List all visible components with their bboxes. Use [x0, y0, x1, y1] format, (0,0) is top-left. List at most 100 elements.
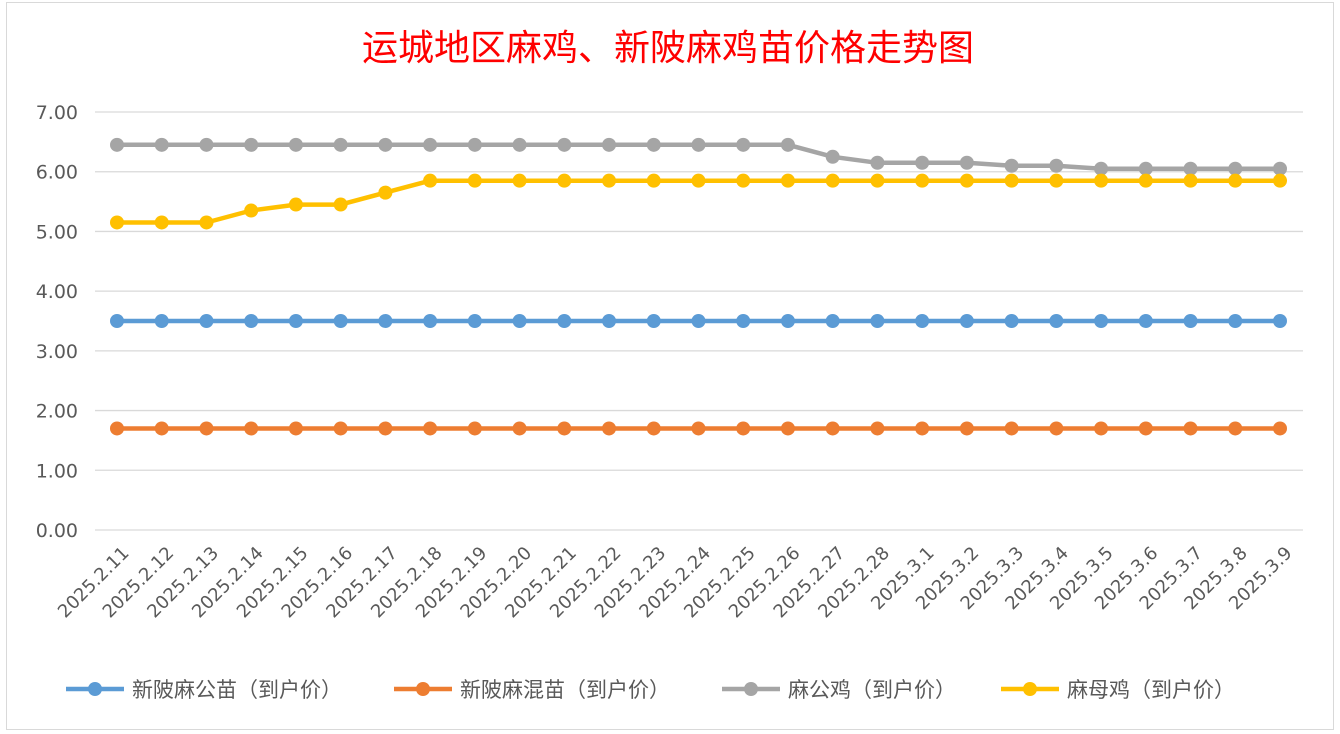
- y-tick-label: 2.00: [36, 401, 78, 423]
- data-point: [1004, 314, 1019, 328]
- data-point: [557, 173, 572, 188]
- data-point: [646, 137, 661, 152]
- data-point: [959, 314, 974, 328]
- data-point: [244, 421, 259, 436]
- data-point: [199, 421, 214, 436]
- data-point: [1228, 421, 1243, 436]
- y-axis-ticks: 0.00 1.00 2.00 3.00 4.00 5.00 6.00 7.00: [36, 102, 78, 542]
- data-point: [199, 314, 214, 328]
- data-point: [154, 314, 169, 328]
- y-tick-label: 6.00: [36, 162, 78, 184]
- data-point: [557, 314, 572, 328]
- legend-item: 新陂麻公苗（到户价）: [66, 678, 342, 702]
- data-point: [780, 173, 795, 188]
- data-point: [1183, 314, 1198, 328]
- data-point: [512, 173, 527, 188]
- data-point: [736, 421, 751, 436]
- data-point: [154, 215, 169, 230]
- data-point: [557, 421, 572, 436]
- data-point: [915, 155, 930, 170]
- data-point: [1004, 158, 1019, 173]
- y-tick-label: 5.00: [36, 221, 78, 243]
- data-point: [288, 421, 303, 436]
- data-point: [288, 314, 303, 328]
- data-point: [1049, 173, 1064, 188]
- data-point: [780, 137, 795, 152]
- data-point: [870, 314, 885, 328]
- data-point: [1138, 421, 1153, 436]
- data-point: [1183, 421, 1198, 436]
- data-point: [1273, 173, 1287, 188]
- legend-swatch-marker: [1023, 682, 1037, 696]
- y-tick-label: 4.00: [36, 281, 78, 303]
- data-point: [646, 314, 661, 328]
- data-point: [825, 173, 840, 188]
- series-4: [110, 173, 1287, 230]
- data-point: [691, 421, 706, 436]
- data-point: [780, 421, 795, 436]
- data-point: [423, 173, 438, 188]
- data-point: [1094, 161, 1109, 176]
- data-point: [288, 197, 303, 212]
- data-point: [959, 155, 974, 170]
- chart-area: [6, 2, 1334, 730]
- data-point: [602, 137, 617, 152]
- legend-label: 麻母鸡（到户价）: [1067, 678, 1235, 702]
- legend-label: 新陂麻混苗（到户价）: [460, 678, 670, 702]
- data-point: [1183, 173, 1198, 188]
- data-point: [1138, 173, 1153, 188]
- data-point: [691, 173, 706, 188]
- y-tick-label: 0.00: [36, 520, 78, 542]
- legend: 新陂麻公苗（到户价） 新陂麻混苗（到户价） 麻公鸡（到户价） 麻母鸡（到户价）: [66, 678, 1235, 702]
- data-point: [1094, 314, 1109, 328]
- data-point: [825, 149, 840, 164]
- data-point: [691, 137, 706, 152]
- data-point: [467, 314, 482, 328]
- data-point: [1228, 173, 1243, 188]
- data-point: [736, 314, 751, 328]
- data-point: [1138, 314, 1153, 328]
- data-point: [1094, 173, 1109, 188]
- data-point: [825, 421, 840, 436]
- data-point: [1004, 421, 1019, 436]
- data-point: [244, 203, 259, 218]
- data-point: [154, 421, 169, 436]
- legend-item: 新陂麻混苗（到户价）: [394, 678, 670, 702]
- data-point: [691, 314, 706, 328]
- data-point: [244, 137, 259, 152]
- data-point: [467, 421, 482, 436]
- data-point: [110, 314, 124, 328]
- data-point: [512, 314, 527, 328]
- data-point: [110, 137, 124, 152]
- data-point: [378, 314, 393, 328]
- data-point: [915, 314, 930, 328]
- data-point: [467, 137, 482, 152]
- data-point: [199, 137, 214, 152]
- legend-swatch-marker: [744, 682, 758, 696]
- chart-title: 运城地区麻鸡、新陂麻鸡苗价格走势图: [362, 28, 974, 69]
- data-point: [780, 314, 795, 328]
- data-point: [1004, 173, 1019, 188]
- data-point: [1273, 161, 1287, 176]
- data-point: [288, 137, 303, 152]
- legend-swatch-marker: [416, 682, 430, 696]
- y-tick-label: 1.00: [36, 460, 78, 482]
- data-point: [1228, 161, 1243, 176]
- data-point: [423, 421, 438, 436]
- data-point: [1049, 158, 1064, 173]
- data-point: [602, 173, 617, 188]
- data-point: [244, 314, 259, 328]
- data-point: [1273, 421, 1287, 436]
- data-point: [1228, 314, 1243, 328]
- data-point: [378, 185, 393, 200]
- data-point: [1094, 421, 1109, 436]
- legend-label: 新陂麻公苗（到户价）: [132, 678, 342, 702]
- data-point: [1273, 314, 1287, 328]
- data-point: [870, 155, 885, 170]
- data-point: [646, 173, 661, 188]
- data-point: [870, 421, 885, 436]
- y-tick-label: 7.00: [36, 102, 78, 124]
- data-point: [1049, 314, 1064, 328]
- legend-swatch-marker: [88, 682, 102, 696]
- data-point: [1183, 161, 1198, 176]
